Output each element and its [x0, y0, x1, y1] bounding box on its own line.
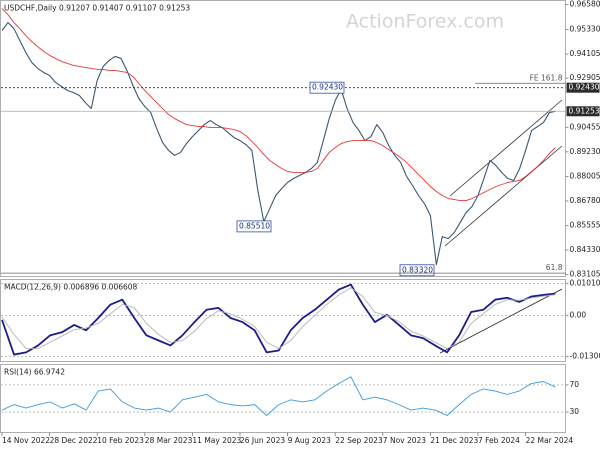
y-tick-label: -0.013006 [570, 351, 600, 360]
y-tick-label: 70 [570, 380, 580, 389]
rsi-panel [0, 364, 566, 433]
x-tick-label: 7 Nov 2023 [383, 436, 426, 445]
macd-panel [0, 279, 566, 362]
price-level-label: 0.91253 [569, 106, 600, 115]
series-line [1, 287, 556, 350]
x-tick-label: 28 Dec 2022 [50, 436, 98, 445]
x-tick-label: 26 Jun 2023 [240, 436, 285, 445]
y-tick-label: 0.86780 [570, 196, 600, 205]
price-level-box [566, 82, 600, 93]
y-tick-label: 0.94105 [570, 49, 600, 58]
channel-upper [449, 99, 563, 197]
y-tick-label: 0.010106 [570, 279, 600, 288]
price-level-label: 0.92430 [569, 83, 600, 92]
panel-title: USDCHF,Daily 0.91207 0.91407 0.91107 0.9… [4, 4, 190, 13]
annotation-box [309, 81, 345, 94]
fibo-label: FE 161.8 [530, 73, 563, 82]
price-panel [0, 0, 566, 277]
y-tick-label: 0.92905 [570, 73, 600, 82]
annotation-label: 0.85510 [239, 221, 270, 230]
annotation-label: 0.92430 [312, 83, 343, 92]
panel-title: MACD(12,26,9) 0.006896 0.006608 [4, 283, 138, 292]
x-tick-label: 9 Aug 2023 [288, 436, 331, 445]
x-tick-label: 22 Sep 2023 [335, 436, 383, 445]
y-tick-label: 0.95330 [570, 25, 600, 34]
annotation-box [399, 264, 435, 277]
y-tick-label: 0.88005 [570, 171, 600, 180]
y-tick-label: 0.83105 [570, 270, 600, 279]
fibo-label: 61.8 [546, 263, 563, 272]
series-line [1, 8, 556, 201]
series-line [1, 22, 556, 266]
series-line [1, 376, 556, 416]
macd-trendline [439, 288, 563, 354]
y-tick-label: 0.00 [570, 310, 587, 319]
y-tick-label: 0.96580 [570, 0, 600, 9]
y-tick-label: 0.85555 [570, 220, 600, 229]
x-tick-label: 22 Mar 2024 [526, 436, 574, 445]
annotation-label: 0.83320 [402, 265, 433, 274]
y-tick-label: 0.90455 [570, 122, 600, 131]
y-tick-label: 0.89230 [570, 147, 600, 156]
x-tick-label: 28 Mar 2023 [145, 436, 193, 445]
x-tick-label: 7 Feb 2024 [478, 436, 520, 445]
channel-lower [444, 145, 563, 247]
x-tick-label: 21 Dec 2023 [430, 436, 478, 445]
price-level-box [566, 106, 600, 117]
y-tick-label: 0.84330 [570, 245, 600, 254]
panel-title: RSI(14) 66.9742 [4, 368, 65, 377]
x-tick-label: 14 Nov 2022 [2, 436, 50, 445]
watermark: ActionForex.com [346, 11, 504, 33]
series-line [1, 283, 556, 356]
annotation-box [236, 220, 272, 233]
y-tick-label: 30 [570, 407, 580, 416]
x-tick-label: 10 Feb 2023 [97, 436, 144, 445]
x-tick-label: 11 May 2023 [192, 436, 241, 445]
